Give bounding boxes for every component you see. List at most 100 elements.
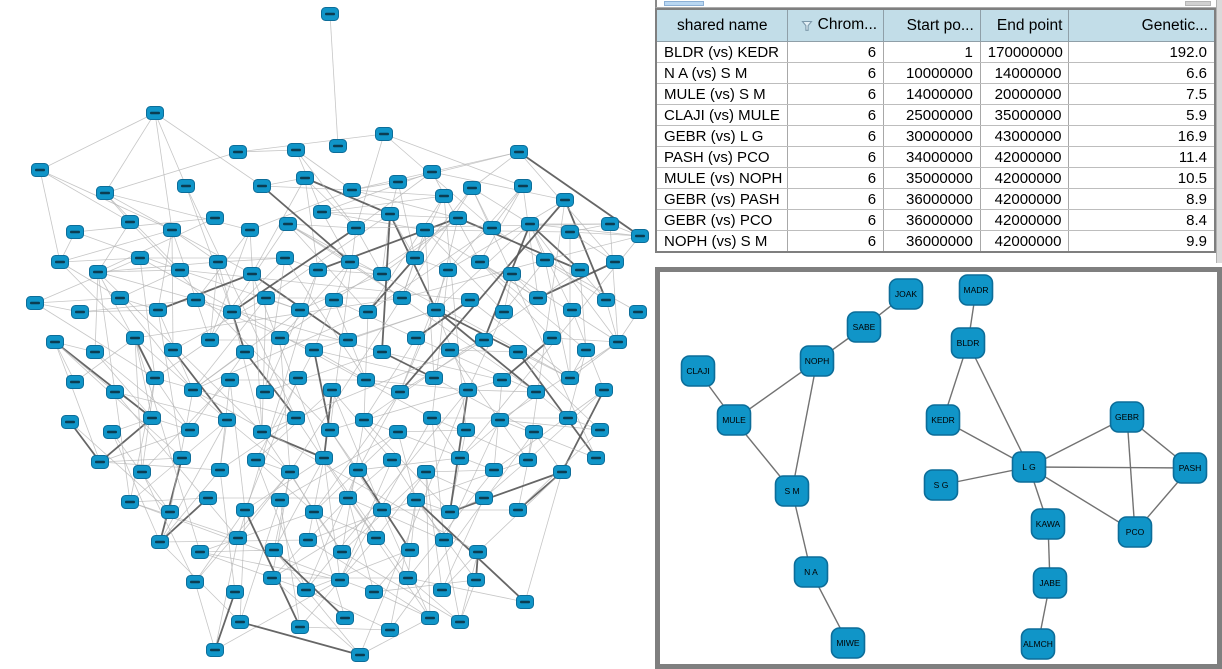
table-row[interactable]: NOPH (vs) S M 6 36000000 42000000 9.9 bbox=[655, 230, 1216, 253]
network-node[interactable] bbox=[373, 345, 391, 359]
network-node[interactable] bbox=[449, 211, 467, 225]
network-node[interactable] bbox=[561, 225, 579, 239]
cell-value[interactable]: 36000000 bbox=[883, 230, 981, 253]
network-node[interactable] bbox=[365, 585, 383, 599]
cell-value[interactable]: 192.0 bbox=[1068, 41, 1216, 63]
network-node-noph[interactable]: NOPH bbox=[799, 345, 835, 377]
network-node[interactable] bbox=[559, 411, 577, 425]
network-node[interactable] bbox=[367, 531, 385, 545]
network-node[interactable] bbox=[375, 127, 393, 141]
network-node[interactable] bbox=[291, 620, 309, 634]
network-node[interactable] bbox=[329, 139, 347, 153]
network-node[interactable] bbox=[171, 263, 189, 277]
network-node[interactable] bbox=[218, 413, 236, 427]
network-node[interactable] bbox=[309, 263, 327, 277]
network-node[interactable] bbox=[469, 545, 487, 559]
network-node[interactable] bbox=[184, 383, 202, 397]
network-node[interactable] bbox=[276, 251, 294, 265]
network-node[interactable] bbox=[236, 345, 254, 359]
cell-value[interactable]: 5.9 bbox=[1068, 104, 1216, 126]
network-node[interactable] bbox=[471, 255, 489, 269]
network-node-jabe[interactable]: JABE bbox=[1032, 567, 1068, 599]
cell-value[interactable]: 6 bbox=[787, 230, 885, 253]
network-node-kedr[interactable]: KEDR bbox=[925, 404, 961, 436]
network-node[interactable] bbox=[391, 385, 409, 399]
table-row[interactable]: N A (vs) S M 6 10000000 14000000 6.6 bbox=[655, 62, 1216, 84]
network-node[interactable] bbox=[357, 373, 375, 387]
table-horizontal-scrollbar[interactable] bbox=[655, 0, 1216, 8]
network-node[interactable] bbox=[236, 503, 254, 517]
network-node-kawa[interactable]: KAWA bbox=[1030, 508, 1066, 540]
network-node[interactable] bbox=[31, 163, 49, 177]
network-node[interactable] bbox=[323, 383, 341, 397]
network-node[interactable] bbox=[493, 373, 511, 387]
cell-value[interactable]: 35000000 bbox=[979, 104, 1070, 126]
network-node[interactable] bbox=[597, 293, 615, 307]
network-node[interactable] bbox=[343, 183, 361, 197]
network-node[interactable] bbox=[491, 413, 509, 427]
network-node[interactable] bbox=[421, 611, 439, 625]
network-node[interactable] bbox=[433, 583, 451, 597]
network-node[interactable] bbox=[399, 571, 417, 585]
network-node[interactable] bbox=[629, 305, 647, 319]
network-node[interactable] bbox=[187, 293, 205, 307]
network-node[interactable] bbox=[146, 106, 164, 120]
network-node-mule[interactable]: MULE bbox=[716, 404, 752, 436]
network-node[interactable] bbox=[521, 217, 539, 231]
network-node[interactable] bbox=[223, 305, 241, 319]
network-node[interactable] bbox=[229, 531, 247, 545]
network-node-gebr[interactable]: GEBR bbox=[1109, 401, 1145, 433]
network-node-sabe[interactable]: SABE bbox=[846, 311, 882, 343]
network-node[interactable] bbox=[191, 545, 209, 559]
network-node[interactable] bbox=[514, 179, 532, 193]
network-node[interactable] bbox=[373, 267, 391, 281]
network-node[interactable] bbox=[299, 533, 317, 547]
network-node[interactable] bbox=[435, 189, 453, 203]
cell-value[interactable]: 42000000 bbox=[979, 209, 1070, 231]
cell-value[interactable]: 6 bbox=[787, 146, 885, 168]
network-node-n-a[interactable]: N A bbox=[793, 556, 829, 588]
cell-value[interactable]: 11.4 bbox=[1068, 146, 1216, 168]
network-node-joak[interactable]: JOAK bbox=[888, 278, 924, 310]
network-node-l-g[interactable]: L G bbox=[1011, 451, 1047, 483]
network-node[interactable] bbox=[315, 451, 333, 465]
network-node[interactable] bbox=[349, 463, 367, 477]
network-node[interactable] bbox=[406, 251, 424, 265]
network-node[interactable] bbox=[281, 465, 299, 479]
network-node[interactable] bbox=[527, 385, 545, 399]
network-node[interactable] bbox=[61, 415, 79, 429]
cell-value[interactable]: 6 bbox=[787, 125, 885, 147]
table-row[interactable]: GEBR (vs) L G 6 30000000 43000000 16.9 bbox=[655, 125, 1216, 147]
cell-value[interactable]: 25000000 bbox=[883, 104, 981, 126]
network-node[interactable] bbox=[571, 263, 589, 277]
network-node-miwe[interactable]: MIWE bbox=[830, 627, 866, 659]
network-node[interactable] bbox=[529, 291, 547, 305]
cell-value[interactable]: 10.5 bbox=[1068, 167, 1216, 189]
network-node[interactable] bbox=[331, 573, 349, 587]
network-node-s-g[interactable]: S G bbox=[923, 469, 959, 501]
network-node[interactable] bbox=[441, 505, 459, 519]
cell-value[interactable]: 14000000 bbox=[883, 83, 981, 105]
network-node[interactable] bbox=[341, 255, 359, 269]
network-node[interactable] bbox=[475, 333, 493, 347]
cell-value[interactable]: 43000000 bbox=[979, 125, 1070, 147]
network-node[interactable] bbox=[591, 423, 609, 437]
cell-shared-name[interactable]: PASH (vs) PCO bbox=[655, 146, 789, 168]
network-node[interactable] bbox=[556, 193, 574, 207]
network-node[interactable] bbox=[226, 585, 244, 599]
network-node[interactable] bbox=[355, 413, 373, 427]
network-node[interactable] bbox=[435, 533, 453, 547]
network-node[interactable] bbox=[243, 267, 261, 281]
network-node[interactable] bbox=[609, 335, 627, 349]
network-node[interactable] bbox=[146, 371, 164, 385]
network-node[interactable] bbox=[485, 463, 503, 477]
network-node[interactable] bbox=[339, 491, 357, 505]
network-node[interactable] bbox=[221, 373, 239, 387]
network-node[interactable] bbox=[71, 305, 89, 319]
network-node[interactable] bbox=[393, 291, 411, 305]
network-node[interactable] bbox=[263, 571, 281, 585]
network-node[interactable] bbox=[423, 165, 441, 179]
cell-value[interactable]: 6 bbox=[787, 62, 885, 84]
network-node[interactable] bbox=[111, 291, 129, 305]
network-node[interactable] bbox=[186, 575, 204, 589]
